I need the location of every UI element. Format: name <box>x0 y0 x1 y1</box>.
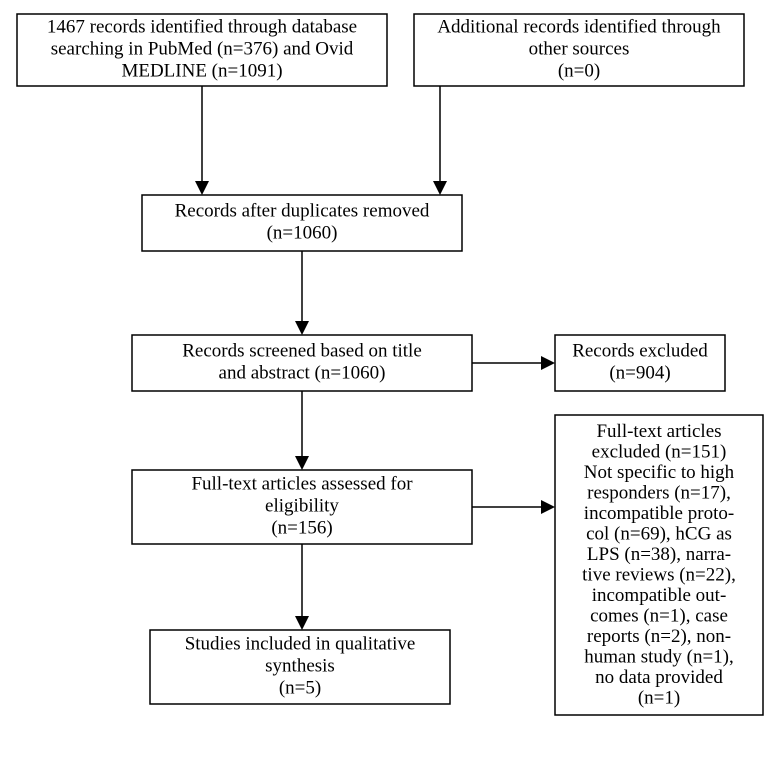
edge-1 <box>433 86 447 195</box>
node-db-text: 1467 records identified through database… <box>47 17 357 82</box>
node-other: Additional records identified throughoth… <box>414 14 744 86</box>
node-excluded2-text: Full-text articlesexcluded (n=151)Not sp… <box>582 421 736 709</box>
edge-0 <box>195 86 209 195</box>
node-excluded2: Full-text articlesexcluded (n=151)Not sp… <box>555 415 763 715</box>
node-excluded1-text: Records excluded(n=904) <box>572 341 708 384</box>
node-excluded1: Records excluded(n=904) <box>555 335 725 391</box>
edge-2 <box>295 251 309 335</box>
node-other-text: Additional records identified throughoth… <box>437 17 721 82</box>
node-included: Studies included in qualitativesynthesis… <box>150 630 450 704</box>
node-screened-text: Records screened based on titleand abstr… <box>182 341 422 384</box>
node-fulltext: Full-text articles assessed foreligibili… <box>132 470 472 544</box>
node-screened: Records screened based on titleand abstr… <box>132 335 472 391</box>
node-dedup-text: Records after duplicates removed(n=1060) <box>175 201 430 244</box>
prisma-flowchart: 1467 records identified through database… <box>0 0 779 773</box>
node-db: 1467 records identified through database… <box>17 14 387 86</box>
node-dedup: Records after duplicates removed(n=1060) <box>142 195 462 251</box>
edge-3 <box>295 391 309 470</box>
edge-5 <box>295 544 309 630</box>
edge-6 <box>472 500 555 514</box>
node-included-text: Studies included in qualitativesynthesis… <box>185 634 416 699</box>
node-fulltext-text: Full-text articles assessed foreligibili… <box>191 474 413 539</box>
edge-4 <box>472 356 555 370</box>
